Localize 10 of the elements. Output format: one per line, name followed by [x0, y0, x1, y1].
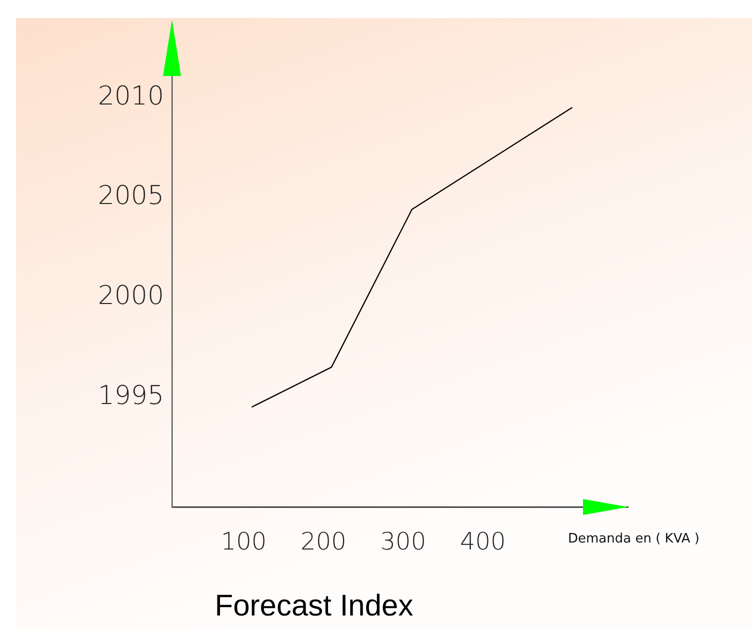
- y-tick-label: 2010: [98, 81, 164, 112]
- y-tick-label: 1995: [98, 380, 164, 411]
- y-tick-label: 2005: [98, 181, 164, 212]
- text: Forecast Index: [214, 589, 414, 622]
- x-tick-label: 400: [460, 528, 506, 556]
- y-tick-label: 2000: [98, 281, 164, 312]
- x-tick-label: 200: [300, 528, 346, 556]
- x-axis-title: Demanda en ( KVA ): [568, 531, 700, 546]
- x-tick-label: 100: [220, 528, 267, 556]
- x-tick-label: 300: [380, 528, 426, 556]
